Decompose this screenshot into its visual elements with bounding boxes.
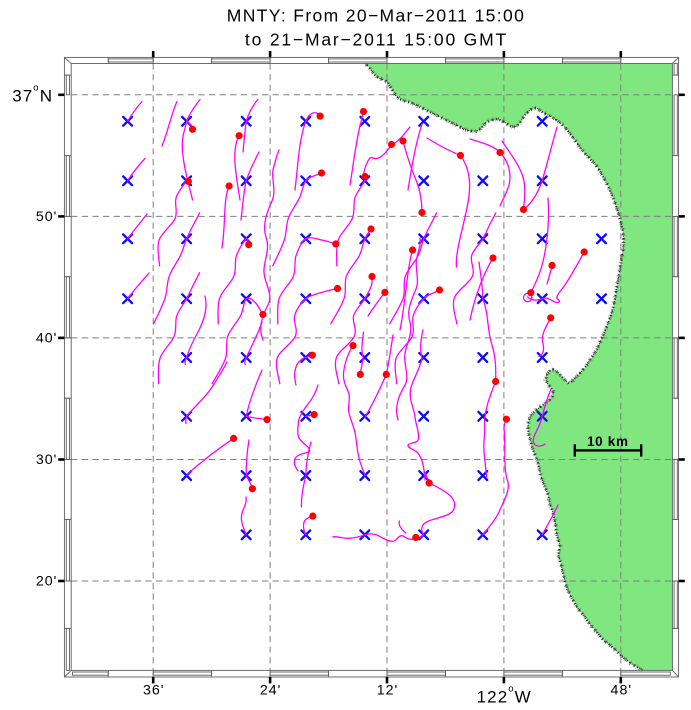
- svg-text:122oW: 122oW: [477, 684, 532, 707]
- svg-text:30': 30': [36, 452, 57, 468]
- svg-text:MNTY: From 20−Mar−2011 15:00: MNTY: From 20−Mar−2011 15:00: [227, 6, 524, 26]
- svg-text:40': 40': [36, 331, 57, 347]
- svg-text:36': 36': [143, 682, 164, 698]
- svg-text:48': 48': [611, 682, 632, 698]
- svg-text:10 km: 10 km: [587, 434, 628, 449]
- svg-text:24': 24': [260, 682, 281, 698]
- svg-text:37oN: 37oN: [12, 83, 53, 106]
- svg-text:to 21−Mar−2011 15:00 GMT: to 21−Mar−2011 15:00 GMT: [245, 29, 507, 49]
- svg-text:12': 12': [377, 682, 398, 698]
- svg-text:20': 20': [36, 574, 57, 590]
- svg-text:50': 50': [36, 209, 57, 225]
